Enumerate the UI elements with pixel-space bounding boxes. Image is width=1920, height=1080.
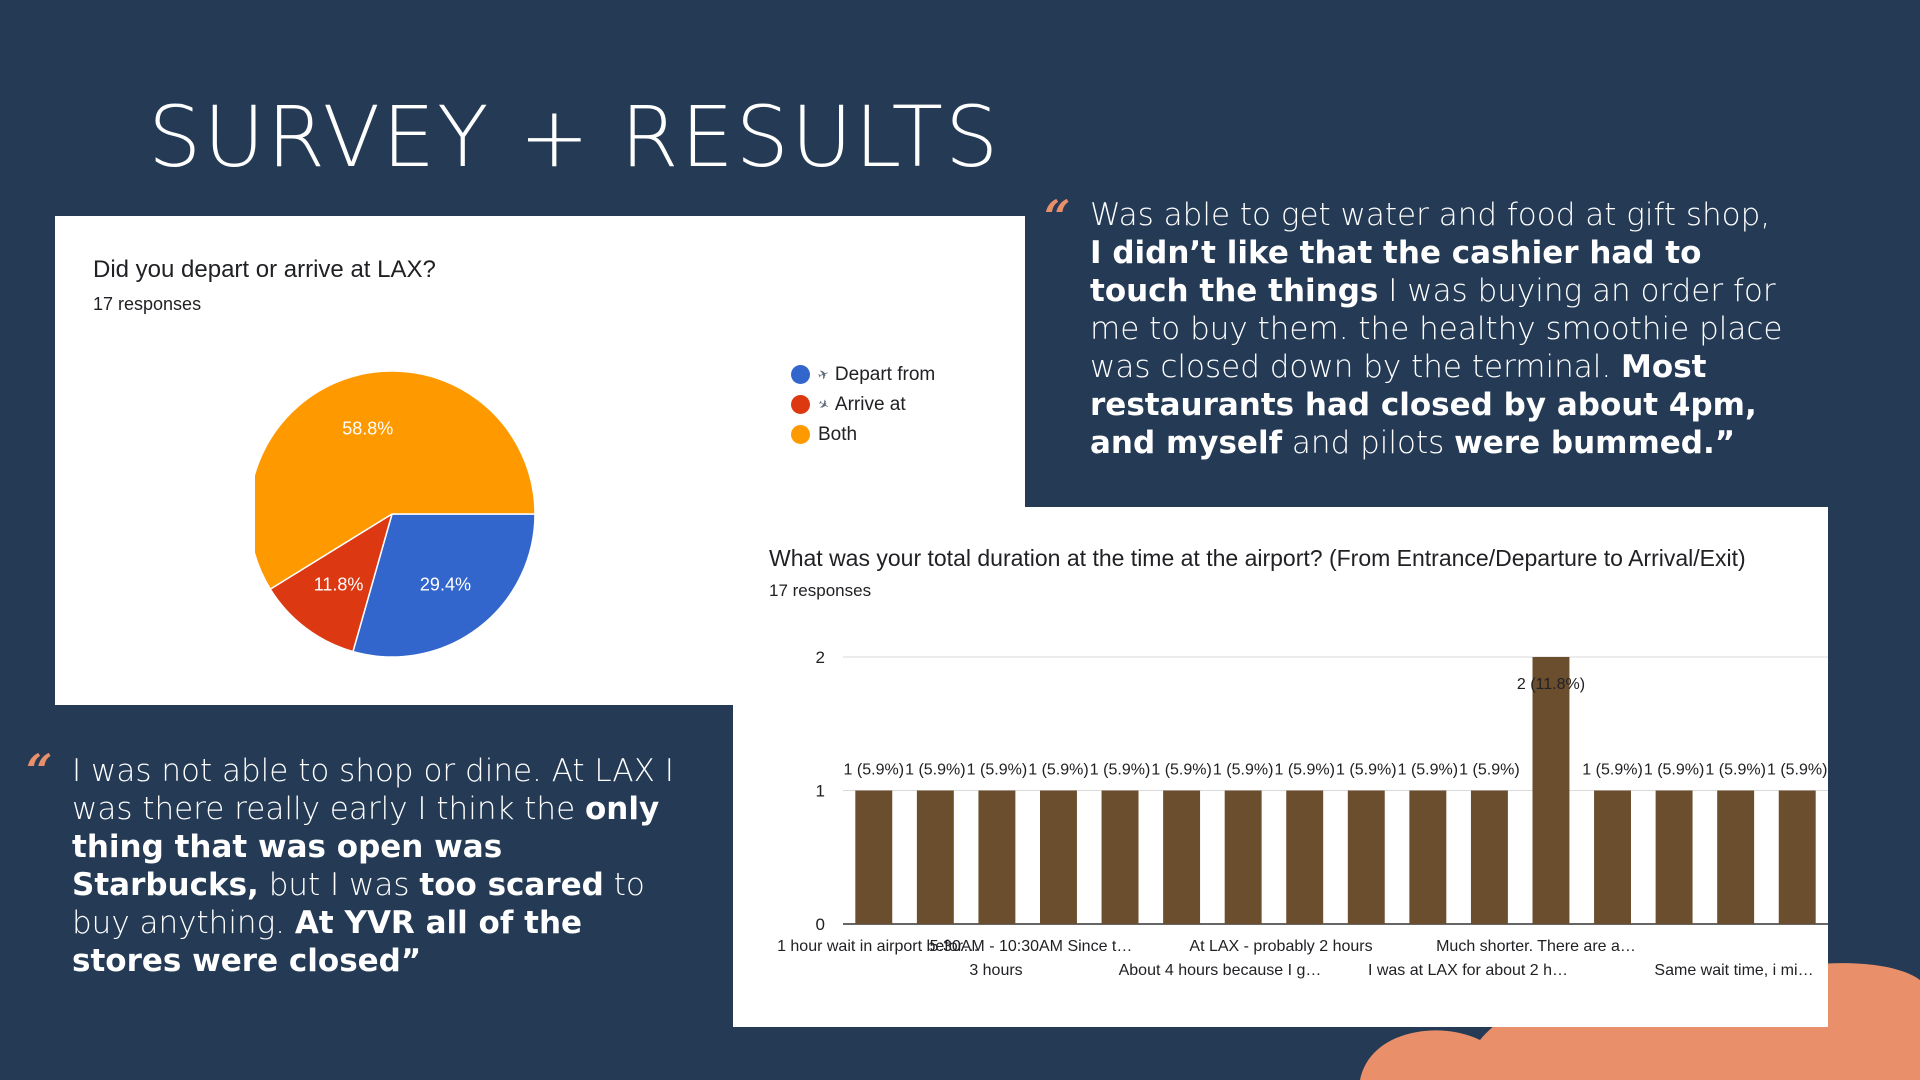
quote_bottom-segment: I was not able to shop or dine. At LAX I… bbox=[72, 753, 674, 827]
legend-label: Arrive at bbox=[834, 394, 906, 415]
x-tick-label: About 4 hours because I g… bbox=[1119, 962, 1322, 979]
bar bbox=[1224, 790, 1262, 924]
x-tick-label: 1 hour wait in airport befor… bbox=[777, 938, 979, 955]
bar bbox=[1347, 790, 1385, 924]
bar bbox=[1717, 790, 1755, 924]
x-tick-label: 5:30AM - 10:30AM Since t… bbox=[930, 938, 1133, 955]
pie-slice-arrive-at bbox=[269, 512, 394, 653]
legend-swatch bbox=[791, 425, 810, 445]
bar bbox=[1655, 790, 1693, 924]
quote_bottom-segment: but I was bbox=[258, 867, 420, 903]
bar bbox=[1163, 790, 1201, 924]
y-tick-label: 2 bbox=[816, 648, 825, 667]
pie-slice-label: 11.8% bbox=[314, 575, 364, 595]
quote_top-segment: Most restaurants had closed by about 4pm… bbox=[1090, 349, 1757, 461]
bar-data-label: 1 (5.9%) bbox=[844, 762, 904, 779]
bar-data-label: 1 (5.9%) bbox=[1336, 762, 1396, 779]
pie-slice-depart-from bbox=[352, 513, 536, 658]
legend-swatch bbox=[791, 365, 810, 385]
x-tick-label: I was at LAX for about 2 h… bbox=[1368, 962, 1568, 979]
y-tick-label: 0 bbox=[816, 915, 825, 934]
quote_top-segment: I didn’t like that the cashier had to to… bbox=[1090, 235, 1702, 309]
bar bbox=[916, 790, 954, 924]
bar-data-label: 2 (11.8%) bbox=[1517, 676, 1585, 693]
quote_bottom-segment: to buy anything. bbox=[72, 867, 645, 941]
bar bbox=[855, 790, 893, 924]
slide-title: SURVEY + RESULTS bbox=[148, 88, 1001, 186]
bar bbox=[1532, 657, 1570, 924]
quote-mark-icon: “ bbox=[1044, 190, 1071, 244]
legend-item-arrive-at: ✈ Arrive at bbox=[791, 394, 906, 416]
pie-chart-title: Did you depart or arrive at LAX? bbox=[93, 256, 436, 283]
bar-chart-card: What was your total duration at the time… bbox=[733, 507, 1828, 1027]
quote_top-segment: and pilots bbox=[1282, 425, 1455, 461]
quote-mark-icon: “ bbox=[26, 744, 53, 798]
pie-slice-both bbox=[255, 370, 536, 591]
quote_bottom-segment: At YVR all of the stores were closed” bbox=[72, 905, 583, 979]
bar bbox=[978, 790, 1016, 924]
quote_top-segment: Was able to get water and food at gift s… bbox=[1090, 197, 1771, 233]
bar-data-label: 1 (5.9%) bbox=[1644, 762, 1704, 779]
bar-chart-title: What was your total duration at the time… bbox=[769, 545, 1746, 571]
legend-swatch bbox=[791, 395, 810, 415]
bar bbox=[1778, 790, 1816, 924]
bar-data-label: 1 (5.9%) bbox=[1090, 762, 1150, 779]
x-tick-label: 3 hours bbox=[969, 962, 1022, 979]
bar-chart-responses: 17 responses bbox=[769, 581, 872, 600]
pie-slice-label: 58.8% bbox=[342, 419, 393, 439]
plane-arrival-icon: ✈ bbox=[815, 395, 833, 414]
bar-data-label: 1 (5.9%) bbox=[1582, 762, 1642, 779]
bar-data-label: 1 (5.9%) bbox=[1459, 762, 1519, 779]
pie-chart-responses: 17 responses bbox=[93, 294, 202, 314]
pie-slice-label: 29.4% bbox=[420, 575, 471, 595]
bar bbox=[1409, 790, 1447, 924]
bar bbox=[1594, 790, 1631, 924]
quote_top-segment: were bummed.” bbox=[1454, 425, 1736, 461]
bar-data-label: 1 (5.9%) bbox=[1028, 762, 1088, 779]
bar-data-label: 1 (5.9%) bbox=[905, 762, 965, 779]
x-tick-label: Same wait time, i mi… bbox=[1654, 962, 1813, 979]
legend-label: Depart from bbox=[834, 364, 936, 385]
quote-top: Was able to get water and food at gift s… bbox=[1090, 196, 1790, 462]
pie-chart-card: Did you depart or arrive at LAX? 17 resp… bbox=[55, 216, 1025, 705]
bar bbox=[1470, 790, 1508, 924]
bar bbox=[1040, 790, 1077, 924]
pie-chart: 29.4% 11.8% 58.8% bbox=[255, 370, 536, 658]
quote_bottom-segment: too scared bbox=[419, 867, 604, 903]
bar-data-label: 1 (5.9%) bbox=[967, 762, 1027, 779]
legend-item-both: Both bbox=[791, 424, 857, 446]
plane-departure-icon: ✈ bbox=[815, 365, 831, 384]
legend-label: Both bbox=[818, 424, 858, 445]
bar-data-label: 1 (5.9%) bbox=[1274, 762, 1334, 779]
bar-data-label: 1 (5.9%) bbox=[1151, 762, 1211, 779]
bar bbox=[1286, 790, 1324, 924]
bar-data-label: 1 (5.9%) bbox=[1398, 762, 1458, 779]
quote-bottom: I was not able to shop or dine. At LAX I… bbox=[72, 752, 692, 980]
x-tick-label: At LAX - probably 2 hours bbox=[1189, 938, 1372, 955]
bar bbox=[1101, 790, 1139, 924]
quote_top-segment: I was buying an order for me to buy them… bbox=[1090, 273, 1783, 385]
bar-data-label: 1 (5.9%) bbox=[1213, 762, 1273, 779]
y-tick-label: 1 bbox=[816, 782, 825, 801]
x-tick-label: Much shorter. There are a… bbox=[1436, 938, 1636, 955]
bar-data-label: 1 (5.9%) bbox=[1705, 762, 1765, 779]
legend-item-depart-from: ✈ Depart from bbox=[791, 364, 935, 386]
quote_bottom-segment: only thing that was open was Starbucks, bbox=[72, 791, 660, 903]
bar-data-label: 1 (5.9%) bbox=[1767, 762, 1827, 779]
